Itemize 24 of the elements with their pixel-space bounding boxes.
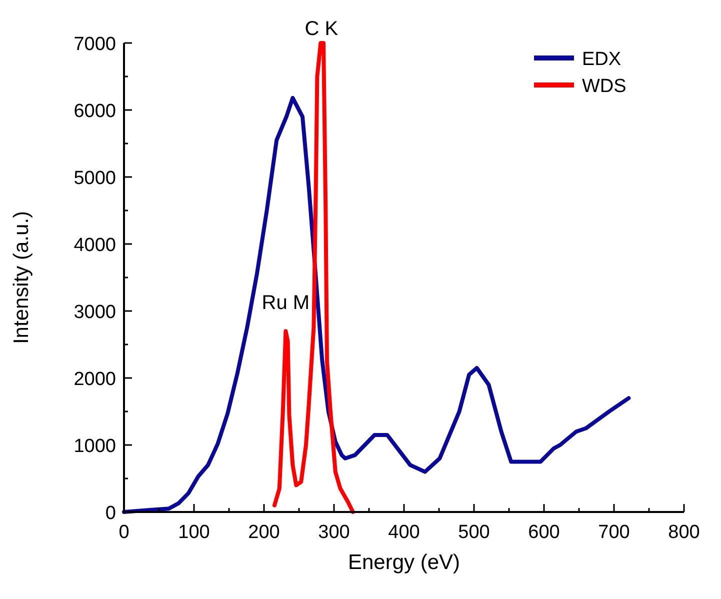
y-tick-label: 0 — [105, 503, 116, 524]
y-axis-title: Intensity (a.u.) — [10, 210, 33, 344]
x-tick-label: 300 — [318, 522, 350, 543]
x-tick-label: 200 — [248, 522, 280, 543]
x-tick-label: 700 — [598, 522, 630, 543]
x-tick-label: 600 — [528, 522, 560, 543]
annotation: C K — [304, 18, 339, 40]
y-tick-label: 1000 — [74, 436, 116, 457]
y-tick-label: 6000 — [74, 101, 116, 122]
legend-label: EDX — [582, 49, 622, 70]
x-tick-label: 500 — [458, 522, 490, 543]
y-tick-label: 2000 — [74, 369, 116, 390]
x-tick-label: 400 — [388, 522, 420, 543]
annotation: Ru M — [262, 292, 310, 314]
x-axis-title: Energy (eV) — [348, 551, 460, 574]
x-tick-label: 800 — [668, 522, 700, 543]
y-tick-label: 5000 — [74, 168, 116, 189]
line-series — [122, 96, 631, 514]
y-tick-label: 3000 — [74, 302, 116, 323]
y-tick-label: 7000 — [74, 34, 116, 55]
y-tick-label: 4000 — [74, 235, 116, 256]
x-tick-label: 100 — [178, 522, 210, 543]
legend-label: WDS — [582, 76, 626, 97]
x-tick-label: 0 — [118, 522, 130, 543]
